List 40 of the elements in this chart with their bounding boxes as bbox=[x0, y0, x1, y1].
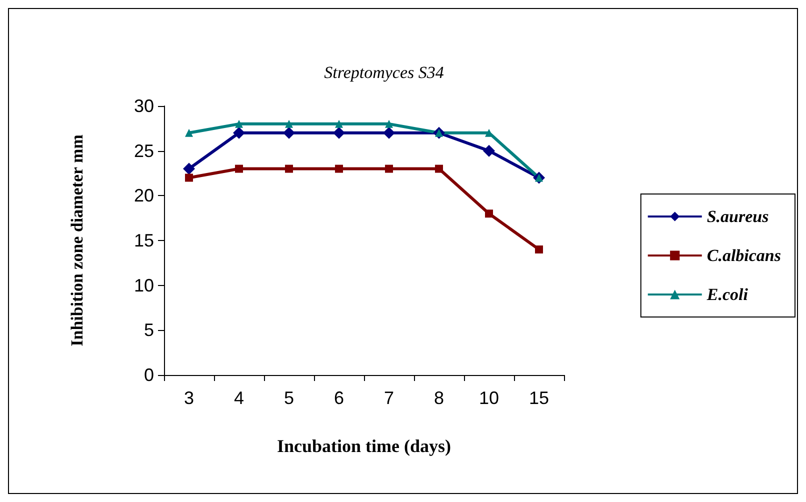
x-tick-label: 15 bbox=[528, 388, 550, 408]
point bbox=[283, 126, 295, 139]
point bbox=[535, 245, 543, 254]
x-tick-label: 7 bbox=[384, 388, 394, 408]
x-tick-label: 10 bbox=[478, 388, 500, 408]
x-tick-label: 5 bbox=[284, 388, 294, 408]
y-tick-label: 0 bbox=[144, 365, 154, 385]
y-tick-label: 15 bbox=[134, 230, 154, 250]
x-tick-label: 6 bbox=[334, 388, 344, 408]
point bbox=[285, 120, 293, 128]
point bbox=[185, 174, 193, 182]
point bbox=[285, 164, 293, 173]
point bbox=[335, 164, 343, 173]
point bbox=[385, 164, 393, 173]
legend-label: E.coli bbox=[706, 285, 748, 304]
y-tick-label: 10 bbox=[134, 275, 154, 296]
point bbox=[435, 164, 443, 173]
y-tick-label: 25 bbox=[134, 140, 154, 161]
x-tick-label: 8 bbox=[434, 388, 444, 408]
y-tick-label: 5 bbox=[144, 320, 154, 340]
legend-label: S.aureus bbox=[706, 207, 770, 226]
y-tick-label: 30 bbox=[134, 96, 154, 116]
y-axis-title: Inhibition zone diameter mm bbox=[68, 134, 86, 346]
point bbox=[333, 126, 345, 139]
legend-label: C.albicans bbox=[706, 246, 782, 265]
point bbox=[185, 128, 193, 137]
point bbox=[385, 120, 393, 128]
x-tick-label: 4 bbox=[234, 388, 244, 408]
y-tick-label: 20 bbox=[134, 186, 154, 206]
point bbox=[235, 120, 243, 128]
x-tick-label: 3 bbox=[184, 388, 194, 408]
point bbox=[483, 144, 495, 157]
point bbox=[235, 164, 243, 173]
point bbox=[233, 126, 245, 139]
chart-title: Streptomyces S34 bbox=[324, 63, 444, 82]
point bbox=[183, 162, 195, 175]
point bbox=[485, 210, 493, 218]
x-axis-title: Incubation time (days) bbox=[276, 436, 452, 456]
point bbox=[335, 120, 343, 128]
point bbox=[383, 126, 395, 139]
